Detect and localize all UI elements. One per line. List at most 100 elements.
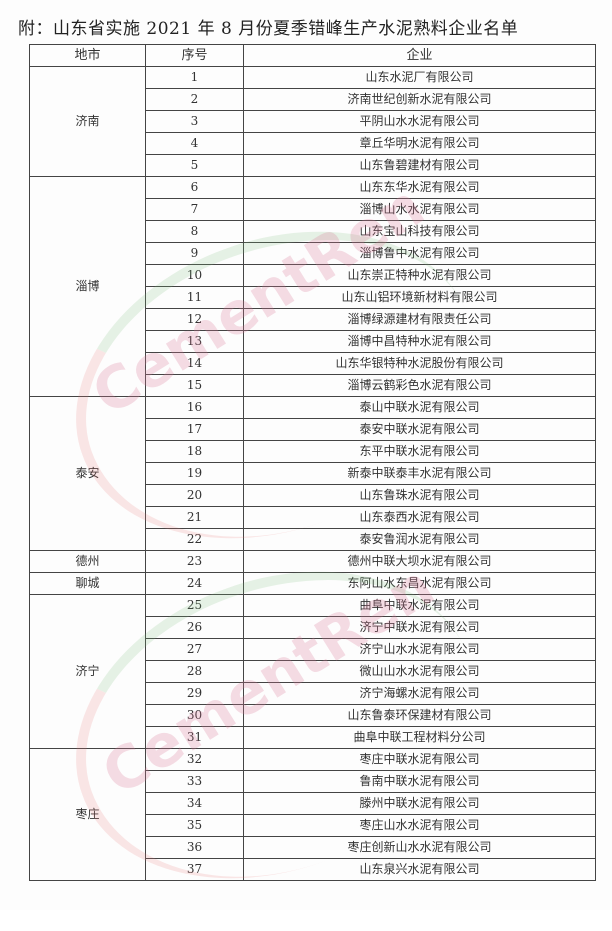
number-cell: 26 [145, 616, 244, 639]
company-cell: 淄博山水水泥有限公司 [243, 198, 596, 221]
number-cell: 7 [145, 198, 244, 221]
city-cell: 济宁 [29, 594, 146, 749]
number-cell: 5 [145, 154, 244, 177]
company-cell: 山东东华水泥有限公司 [243, 176, 596, 199]
table-row: 21 山东泰西水泥有限公司 [30, 506, 596, 529]
number-cell: 11 [145, 286, 244, 309]
number-cell: 19 [145, 462, 244, 485]
number-cell: 31 [145, 726, 244, 749]
table-row: 22 泰安鲁润水泥有限公司 [30, 528, 596, 551]
table-row: 枣庄 32 枣庄中联水泥有限公司 [29, 748, 596, 881]
table-row: 36 枣庄创新山水水泥有限公司 [30, 836, 596, 859]
number-cell: 22 [145, 528, 244, 551]
table-row: 26 济宁中联水泥有限公司 [30, 616, 596, 639]
table-row: 7 淄博山水水泥有限公司 [30, 198, 596, 221]
number-cell: 2 [145, 88, 244, 111]
number-cell: 10 [145, 264, 244, 287]
enterprise-table: 地市 序号 企业 济南 1 山东水泥厂有限公司 2 济南世纪创新水泥有限公司 3 平阴山水水… [29, 44, 596, 881]
company-cell: 新泰中联泰丰水泥有限公司 [243, 462, 596, 485]
number-cell: 8 [145, 220, 244, 243]
number-cell: 15 [145, 374, 244, 397]
company-cell: 淄博中昌特种水泥有限公司 [243, 330, 596, 353]
city-cell: 泰安 [29, 396, 146, 551]
table-row: 3 平阴山水水泥有限公司 [30, 110, 596, 133]
number-cell: 13 [145, 330, 244, 353]
number-cell: 14 [145, 352, 244, 375]
number-cell: 6 [145, 176, 244, 199]
city-cell: 济南 [29, 66, 146, 177]
table-row: 35 枣庄山水水泥有限公司 [30, 814, 596, 837]
company-cell: 山东泉兴水泥有限公司 [243, 858, 596, 881]
table-row: 27 济宁山水水泥有限公司 [30, 638, 596, 661]
header-company: 企业 [243, 44, 596, 67]
number-cell: 16 [145, 396, 244, 419]
table-row: 10 山东崇正特种水泥有限公司 [30, 264, 596, 287]
number-cell: 4 [145, 132, 244, 155]
company-cell: 泰山中联水泥有限公司 [243, 396, 596, 419]
table-row: 13 淄博中昌特种水泥有限公司 [30, 330, 596, 353]
table-row: 12 淄博绿源建材有限责任公司 [30, 308, 596, 331]
number-cell: 37 [145, 858, 244, 881]
company-cell: 山东山铝环境新材料有限公司 [243, 286, 596, 309]
table-row: 14 山东华银特种水泥股份有限公司 [30, 352, 596, 375]
company-cell: 山东鲁碧建材有限公司 [243, 154, 596, 177]
number-cell: 27 [145, 638, 244, 661]
table-row: 泰安 16 泰山中联水泥有限公司 [29, 396, 596, 551]
number-cell: 3 [145, 110, 244, 133]
number-cell: 9 [145, 242, 244, 265]
company-cell: 章丘华明水泥有限公司 [243, 132, 596, 155]
number-cell: 12 [145, 308, 244, 331]
company-cell: 泰安中联水泥有限公司 [243, 418, 596, 441]
number-cell: 17 [145, 418, 244, 441]
company-cell: 枣庄山水水泥有限公司 [243, 814, 596, 837]
company-cell: 枣庄创新山水水泥有限公司 [243, 836, 596, 859]
city-cell: 淄博 [29, 176, 146, 397]
company-cell: 鲁南中联水泥有限公司 [243, 770, 596, 793]
company-cell: 德州中联大坝水泥有限公司 [243, 550, 596, 573]
company-cell: 济宁山水水泥有限公司 [243, 638, 596, 661]
company-cell: 枣庄中联水泥有限公司 [243, 748, 596, 771]
table-row: 17 泰安中联水泥有限公司 [30, 418, 596, 441]
city-cell: 枣庄 [29, 748, 146, 881]
company-cell: 淄博绿源建材有限责任公司 [243, 308, 596, 331]
company-cell: 东平中联水泥有限公司 [243, 440, 596, 463]
table-row: 30 山东鲁泰环保建材有限公司 [30, 704, 596, 727]
company-cell: 济宁中联水泥有限公司 [243, 616, 596, 639]
company-cell: 微山山水水泥有限公司 [243, 660, 596, 683]
number-cell: 28 [145, 660, 244, 683]
table-row: 济宁 25 曲阜中联水泥有限公司 [29, 594, 596, 749]
number-cell: 1 [145, 66, 244, 89]
company-cell: 山东宝山科技有限公司 [243, 220, 596, 243]
company-cell: 东阿山水东昌水泥有限公司 [243, 572, 596, 595]
table-row: 济南 1 山东水泥厂有限公司 [29, 66, 596, 177]
number-cell: 33 [145, 770, 244, 793]
company-cell: 山东崇正特种水泥有限公司 [243, 264, 596, 287]
document-page: 附：山东省实施 2021 年 8 月份夏季错峰生产水泥熟料企业名单 地市 序号 … [18, 19, 596, 931]
number-cell: 30 [145, 704, 244, 727]
table-row: 37 山东泉兴水泥有限公司 [30, 858, 596, 881]
table-row: 德州 23 德州中联大坝水泥有限公司 [29, 550, 596, 573]
number-cell: 32 [145, 748, 244, 771]
number-cell: 21 [145, 506, 244, 529]
table-body: 济南 1 山东水泥厂有限公司 2 济南世纪创新水泥有限公司 3 平阴山水水泥有限公司 4 章丘华… [29, 66, 596, 881]
number-cell: 36 [145, 836, 244, 859]
company-cell: 滕州中联水泥有限公司 [243, 792, 596, 815]
table-row: 聊城 24 东阿山水东昌水泥有限公司 [29, 572, 596, 595]
company-cell: 曲阜中联水泥有限公司 [243, 594, 596, 617]
company-cell: 山东泰西水泥有限公司 [243, 506, 596, 529]
company-cell: 淄博鲁中水泥有限公司 [243, 242, 596, 265]
company-cell: 平阴山水水泥有限公司 [243, 110, 596, 133]
table-row: 淄博 6 山东东华水泥有限公司 [29, 176, 596, 397]
company-cell: 曲阜中联工程材料分公司 [243, 726, 596, 749]
table-row: 11 山东山铝环境新材料有限公司 [30, 286, 596, 309]
table-row: 33 鲁南中联水泥有限公司 [30, 770, 596, 793]
number-cell: 25 [145, 594, 244, 617]
company-cell: 山东鲁泰环保建材有限公司 [243, 704, 596, 727]
company-cell: 泰安鲁润水泥有限公司 [243, 528, 596, 551]
table-row: 31 曲阜中联工程材料分公司 [30, 726, 596, 749]
document-title: 附：山东省实施 2021 年 8 月份夏季错峰生产水泥熟料企业名单 [18, 19, 519, 39]
number-cell: 24 [145, 572, 244, 595]
city-cell: 聊城 [29, 572, 146, 595]
city-cell: 德州 [29, 550, 146, 573]
company-cell: 淄博云鹤彩色水泥有限公司 [243, 374, 596, 397]
